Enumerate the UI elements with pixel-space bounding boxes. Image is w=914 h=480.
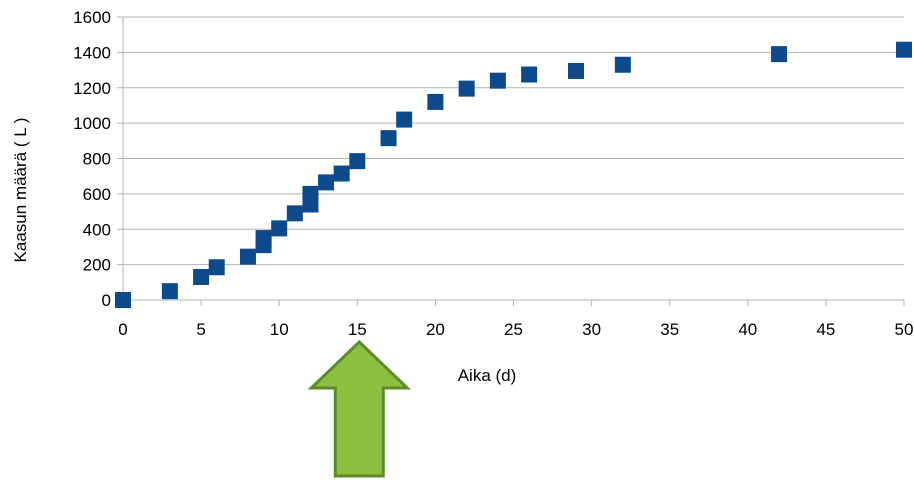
data-point: [271, 220, 288, 237]
data-point: [896, 41, 912, 58]
data-point: [161, 283, 178, 300]
y-tick-label: 1000: [73, 114, 111, 133]
x-axis-label: Aika (d): [458, 366, 517, 385]
x-tick-label: 35: [660, 320, 679, 339]
y-tick-labels: 0 200 400 600 800 1000 1200 1400 1600: [73, 8, 111, 310]
data-point: [427, 93, 444, 110]
x-tick-label: 15: [348, 320, 367, 339]
data-point: [489, 72, 506, 89]
x-tick-label: 20: [426, 320, 445, 339]
y-tick-label: 1400: [73, 43, 111, 62]
y-tick-label: 400: [83, 220, 111, 239]
x-tick-labels: 0 5 10 15 20 25 30 35 40 45 50: [118, 320, 913, 339]
y-tick-label: 200: [83, 256, 111, 275]
x-tick-label: 25: [504, 320, 523, 339]
x-tick-label: 10: [270, 320, 289, 339]
data-point: [208, 259, 225, 276]
y-tick-label: 0: [102, 291, 111, 310]
data-point: [193, 269, 210, 286]
data-point: [521, 66, 538, 83]
data-point: [771, 46, 788, 63]
data-point: [614, 56, 631, 73]
data-point: [380, 130, 397, 147]
data-point: [302, 185, 319, 202]
x-tick-label: 45: [816, 320, 835, 339]
data-point: [567, 62, 584, 79]
data-point: [333, 165, 350, 182]
data-point: [396, 111, 413, 128]
x-tick-label: 5: [196, 320, 205, 339]
x-tick-label: 40: [738, 320, 757, 339]
y-tick-label: 800: [83, 150, 111, 169]
data-point: [239, 248, 256, 265]
y-tick-label: 600: [83, 185, 111, 204]
data-point: [115, 292, 131, 308]
data-point: [349, 153, 366, 170]
x-tick-label: 30: [582, 320, 601, 339]
x-tick-label: 50: [895, 320, 914, 339]
data-point: [458, 80, 475, 97]
data-point: [318, 174, 335, 191]
data-point: [286, 205, 303, 222]
y-tick-label: 1600: [73, 8, 111, 27]
data-points: [115, 41, 912, 308]
up-arrow-icon: [307, 339, 412, 478]
data-point: [255, 230, 272, 247]
y-tick-label: 1200: [73, 79, 111, 98]
x-tick-label: 0: [118, 320, 127, 339]
y-axis-label: Kaasun määrä ( L ): [11, 118, 30, 263]
